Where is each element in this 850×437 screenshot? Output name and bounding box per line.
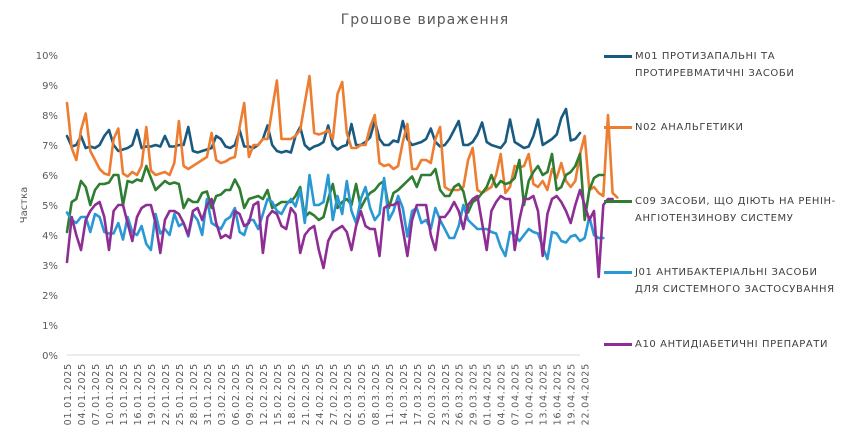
x-tick-label: 13.04.2025 <box>539 363 550 425</box>
x-tick-label: 29.03.2025 <box>469 363 480 425</box>
x-tick-label: 03.02.2025 <box>217 363 228 425</box>
x-tick-label: 24.02.2025 <box>315 363 326 425</box>
x-tick-label: 04.01.2025 <box>77 363 88 425</box>
legend-swatch <box>604 126 632 129</box>
legend-label: M01 ПРОТИЗАПАЛЬНІ ТА ПРОТИРЕВМАТИЧНІ ЗАС… <box>635 51 795 79</box>
x-tick-label: 15.02.2025 <box>273 363 284 425</box>
x-tick-label: 02.03.2025 <box>343 363 354 425</box>
series-line-2 <box>65 152 605 234</box>
x-tick-label: 07.04.2025 <box>511 363 522 425</box>
y-tick-label: 5% <box>42 201 58 212</box>
x-tick-label: 20.03.2025 <box>427 363 438 425</box>
x-tick-label: 10.01.2025 <box>105 363 116 425</box>
x-axis-ticks: 01.01.2025 04.01.2025 07.01.2025 10.01.2025… <box>63 363 592 425</box>
x-tick-label: 16.01.2025 <box>133 363 144 425</box>
y-axis-ticks: 0% 1% 2% 3% 4% 5% 6% 7% 8% 9% 10% <box>36 51 58 362</box>
legend-label: J01 АНТИБАКТЕРІАЛЬНІ ЗАСОБИ ДЛЯ СИСТЕМНО… <box>635 267 835 295</box>
x-tick-label: 07.01.2025 <box>91 363 102 425</box>
x-tick-label: 25.01.2025 <box>175 363 186 425</box>
series-line-0 <box>65 107 582 154</box>
y-tick-label: 10% <box>36 51 58 62</box>
y-tick-label: 3% <box>42 261 58 272</box>
x-tick-label: 14.03.2025 <box>399 363 410 425</box>
y-axis-label: Частка <box>19 187 30 223</box>
y-tick-label: 4% <box>42 231 58 242</box>
x-tick-label: 22.01.2025 <box>161 363 172 425</box>
y-tick-label: 2% <box>42 291 58 302</box>
x-tick-label: 18.02.2025 <box>287 363 298 425</box>
x-tick-label: 17.03.2025 <box>413 363 424 425</box>
x-tick-label: 22.04.2025 <box>581 363 592 425</box>
x-tick-label: 01.04.2025 <box>483 363 494 425</box>
legend-swatch <box>604 200 632 203</box>
x-tick-label: 11.03.2025 <box>385 363 396 425</box>
x-tick-label: 05.03.2025 <box>357 363 368 425</box>
x-tick-label: 06.02.2025 <box>231 363 242 425</box>
y-tick-label: 8% <box>42 111 58 122</box>
y-tick-label: 1% <box>42 321 58 332</box>
x-tick-label: 27.02.2025 <box>329 363 340 425</box>
x-tick-label: 26.03.2025 <box>455 363 466 425</box>
legend-label: N02 АНАЛЬГЕТИКИ <box>635 122 744 133</box>
x-tick-label: 19.01.2025 <box>147 363 158 425</box>
x-tick-label: 13.01.2025 <box>119 363 130 425</box>
x-tick-label: 19.04.2025 <box>567 363 578 425</box>
x-tick-label: 01.01.2025 <box>63 363 74 425</box>
x-tick-label: 23.03.2025 <box>441 363 452 425</box>
y-tick-label: 0% <box>42 351 58 362</box>
legend-label: C09 ЗАСОБИ, ЩО ДІЮТЬ НА РЕНІН-АНГІОТЕНЗИ… <box>635 196 836 224</box>
x-tick-label: 21.02.2025 <box>301 363 312 425</box>
legend-swatch <box>604 55 632 58</box>
y-tick-label: 9% <box>42 81 58 92</box>
x-tick-label: 16.04.2025 <box>553 363 564 425</box>
x-tick-label: 04.04.2025 <box>497 363 508 425</box>
legend-swatch <box>604 271 632 274</box>
y-tick-label: 6% <box>42 171 58 182</box>
x-tick-label: 12.02.2025 <box>259 363 270 425</box>
series-lines <box>65 74 619 279</box>
x-tick-label: 10.04.2025 <box>525 363 536 425</box>
series-line-4 <box>65 188 614 279</box>
x-tick-label: 09.02.2025 <box>245 363 256 425</box>
series-line-1 <box>65 74 619 199</box>
y-tick-label: 7% <box>42 141 58 152</box>
chart-title: Грошове вираження <box>341 12 509 28</box>
legend-label: A10 АНТИДІАБЕТИЧНІ ПРЕПАРАТИ <box>635 339 829 350</box>
x-tick-label: 31.01.2025 <box>203 363 214 425</box>
x-tick-label: 08.03.2025 <box>371 363 382 425</box>
x-tick-label: 28.01.2025 <box>189 363 200 425</box>
legend-swatch <box>604 343 632 346</box>
